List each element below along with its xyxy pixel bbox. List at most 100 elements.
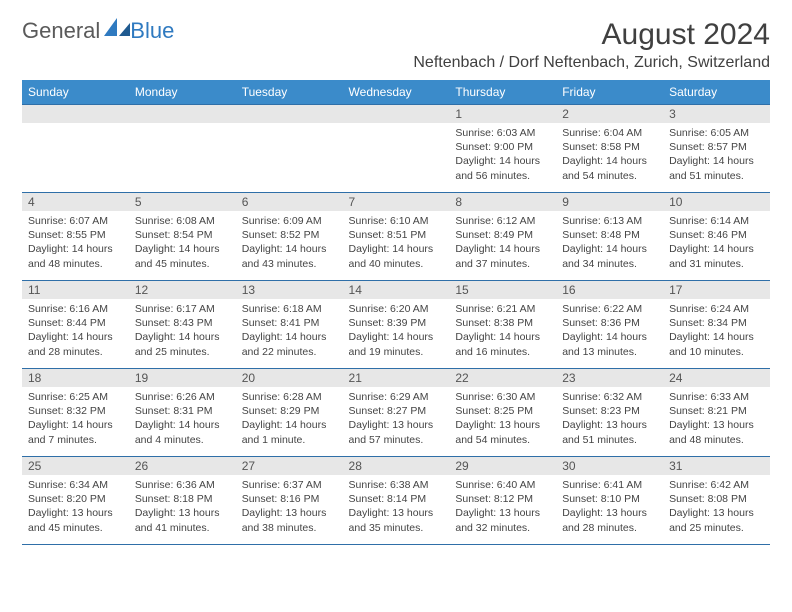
day-details: Sunrise: 6:42 AMSunset: 8:08 PMDaylight:… — [663, 475, 770, 539]
daylight-line: and 13 minutes. — [562, 345, 657, 359]
sunrise-line: Sunrise: 6:32 AM — [562, 390, 657, 404]
day-details: Sunrise: 6:40 AMSunset: 8:12 PMDaylight:… — [449, 475, 556, 539]
calendar-day-cell: 23Sunrise: 6:32 AMSunset: 8:23 PMDayligh… — [556, 369, 663, 457]
daylight-line: Daylight: 14 hours — [455, 242, 550, 256]
sunrise-line: Sunrise: 6:03 AM — [455, 126, 550, 140]
sunrise-line: Sunrise: 6:13 AM — [562, 214, 657, 228]
sunset-line: Sunset: 8:18 PM — [135, 492, 230, 506]
day-details: Sunrise: 6:28 AMSunset: 8:29 PMDaylight:… — [236, 387, 343, 451]
weekday-header: Monday — [129, 80, 236, 105]
day-details: Sunrise: 6:32 AMSunset: 8:23 PMDaylight:… — [556, 387, 663, 451]
day-details: Sunrise: 6:34 AMSunset: 8:20 PMDaylight:… — [22, 475, 129, 539]
sunrise-line: Sunrise: 6:18 AM — [242, 302, 337, 316]
daylight-line: Daylight: 14 hours — [455, 330, 550, 344]
calendar-day-cell: 5Sunrise: 6:08 AMSunset: 8:54 PMDaylight… — [129, 193, 236, 281]
sunrise-line: Sunrise: 6:07 AM — [28, 214, 123, 228]
day-details: Sunrise: 6:07 AMSunset: 8:55 PMDaylight:… — [22, 211, 129, 275]
day-number: 18 — [22, 369, 129, 387]
daylight-line: and 57 minutes. — [349, 433, 444, 447]
daylight-line: Daylight: 13 hours — [562, 418, 657, 432]
daylight-line: Daylight: 14 hours — [28, 418, 123, 432]
calendar-day-cell: 8Sunrise: 6:12 AMSunset: 8:49 PMDaylight… — [449, 193, 556, 281]
sunset-line: Sunset: 8:54 PM — [135, 228, 230, 242]
daylight-line: Daylight: 14 hours — [28, 242, 123, 256]
daylight-line: and 51 minutes. — [669, 169, 764, 183]
sunrise-line: Sunrise: 6:36 AM — [135, 478, 230, 492]
calendar-week-row: 1Sunrise: 6:03 AMSunset: 9:00 PMDaylight… — [22, 105, 770, 193]
daylight-line: Daylight: 14 hours — [455, 154, 550, 168]
daylight-line: and 32 minutes. — [455, 521, 550, 535]
day-details: Sunrise: 6:21 AMSunset: 8:38 PMDaylight:… — [449, 299, 556, 363]
sunrise-line: Sunrise: 6:40 AM — [455, 478, 550, 492]
sunset-line: Sunset: 8:46 PM — [669, 228, 764, 242]
weekday-header: Friday — [556, 80, 663, 105]
calendar-day-cell: 13Sunrise: 6:18 AMSunset: 8:41 PMDayligh… — [236, 281, 343, 369]
day-details: Sunrise: 6:12 AMSunset: 8:49 PMDaylight:… — [449, 211, 556, 275]
day-details: Sunrise: 6:30 AMSunset: 8:25 PMDaylight:… — [449, 387, 556, 451]
day-number: 25 — [22, 457, 129, 475]
calendar-week-row: 25Sunrise: 6:34 AMSunset: 8:20 PMDayligh… — [22, 457, 770, 545]
day-number — [236, 105, 343, 123]
daylight-line: Daylight: 13 hours — [669, 418, 764, 432]
day-number: 9 — [556, 193, 663, 211]
daylight-line: and 51 minutes. — [562, 433, 657, 447]
daylight-line: Daylight: 13 hours — [242, 506, 337, 520]
calendar-day-cell: 29Sunrise: 6:40 AMSunset: 8:12 PMDayligh… — [449, 457, 556, 545]
sunset-line: Sunset: 8:12 PM — [455, 492, 550, 506]
calendar-day-cell: 9 Sunrise: 6:13 AMSunset: 8:48 PMDaylight… — [556, 193, 663, 281]
calendar-day-cell: 26Sunrise: 6:36 AMSunset: 8:18 PMDayligh… — [129, 457, 236, 545]
day-details: Sunrise: 6:36 AMSunset: 8:18 PMDaylight:… — [129, 475, 236, 539]
sunrise-line: Sunrise: 6:08 AM — [135, 214, 230, 228]
day-details: Sunrise: 6:04 AMSunset: 8:58 PMDaylight:… — [556, 123, 663, 187]
daylight-line: Daylight: 14 hours — [135, 330, 230, 344]
day-number: 26 — [129, 457, 236, 475]
daylight-line: and 40 minutes. — [349, 257, 444, 271]
day-number: 21 — [343, 369, 450, 387]
sunrise-line: Sunrise: 6:12 AM — [455, 214, 550, 228]
title-block: August 2024 Neftenbach / Dorf Neftenbach… — [413, 18, 770, 72]
day-number: 19 — [129, 369, 236, 387]
calendar-day-cell: 10Sunrise: 6:14 AMSunset: 8:46 PMDayligh… — [663, 193, 770, 281]
daylight-line: and 56 minutes. — [455, 169, 550, 183]
day-details: Sunrise: 6:10 AMSunset: 8:51 PMDaylight:… — [343, 211, 450, 275]
calendar-day-cell: 24Sunrise: 6:33 AMSunset: 8:21 PMDayligh… — [663, 369, 770, 457]
sunrise-line: Sunrise: 6:22 AM — [562, 302, 657, 316]
daylight-line: Daylight: 14 hours — [562, 242, 657, 256]
daylight-line: and 10 minutes. — [669, 345, 764, 359]
sunset-line: Sunset: 8:48 PM — [562, 228, 657, 242]
day-number: 31 — [663, 457, 770, 475]
daylight-line: and 48 minutes. — [28, 257, 123, 271]
calendar-day-cell: 14Sunrise: 6:20 AMSunset: 8:39 PMDayligh… — [343, 281, 450, 369]
day-number: 16 — [556, 281, 663, 299]
sunset-line: Sunset: 8:16 PM — [242, 492, 337, 506]
calendar-week-row: 11Sunrise: 6:16 AMSunset: 8:44 PMDayligh… — [22, 281, 770, 369]
day-number — [129, 105, 236, 123]
logo: General Blue — [22, 18, 174, 44]
daylight-line: Daylight: 14 hours — [135, 242, 230, 256]
daylight-line: and 48 minutes. — [669, 433, 764, 447]
weekday-header: Sunday — [22, 80, 129, 105]
logo-text-general: General — [22, 18, 100, 44]
calendar-day-cell: 2Sunrise: 6:04 AMSunset: 8:58 PMDaylight… — [556, 105, 663, 193]
day-number: 6 — [236, 193, 343, 211]
daylight-line: and 25 minutes. — [669, 521, 764, 535]
sunrise-line: Sunrise: 6:28 AM — [242, 390, 337, 404]
sunrise-line: Sunrise: 6:16 AM — [28, 302, 123, 316]
sunset-line: Sunset: 8:21 PM — [669, 404, 764, 418]
calendar-day-cell: 16Sunrise: 6:22 AMSunset: 8:36 PMDayligh… — [556, 281, 663, 369]
daylight-line: Daylight: 14 hours — [242, 418, 337, 432]
calendar-day-cell: 7Sunrise: 6:10 AMSunset: 8:51 PMDaylight… — [343, 193, 450, 281]
day-details: Sunrise: 6:41 AMSunset: 8:10 PMDaylight:… — [556, 475, 663, 539]
day-number: 29 — [449, 457, 556, 475]
calendar-day-cell: 28Sunrise: 6:38 AMSunset: 8:14 PMDayligh… — [343, 457, 450, 545]
daylight-line: Daylight: 14 hours — [349, 242, 444, 256]
calendar-day-cell: 1Sunrise: 6:03 AMSunset: 9:00 PMDaylight… — [449, 105, 556, 193]
day-number: 28 — [343, 457, 450, 475]
location-subtitle: Neftenbach / Dorf Neftenbach, Zurich, Sw… — [413, 54, 770, 72]
day-details: Sunrise: 6:33 AMSunset: 8:21 PMDaylight:… — [663, 387, 770, 451]
sunset-line: Sunset: 8:44 PM — [28, 316, 123, 330]
calendar-day-cell: 21Sunrise: 6:29 AMSunset: 8:27 PMDayligh… — [343, 369, 450, 457]
sunrise-line: Sunrise: 6:24 AM — [669, 302, 764, 316]
day-details: Sunrise: 6:18 AMSunset: 8:41 PMDaylight:… — [236, 299, 343, 363]
day-number: 8 — [449, 193, 556, 211]
